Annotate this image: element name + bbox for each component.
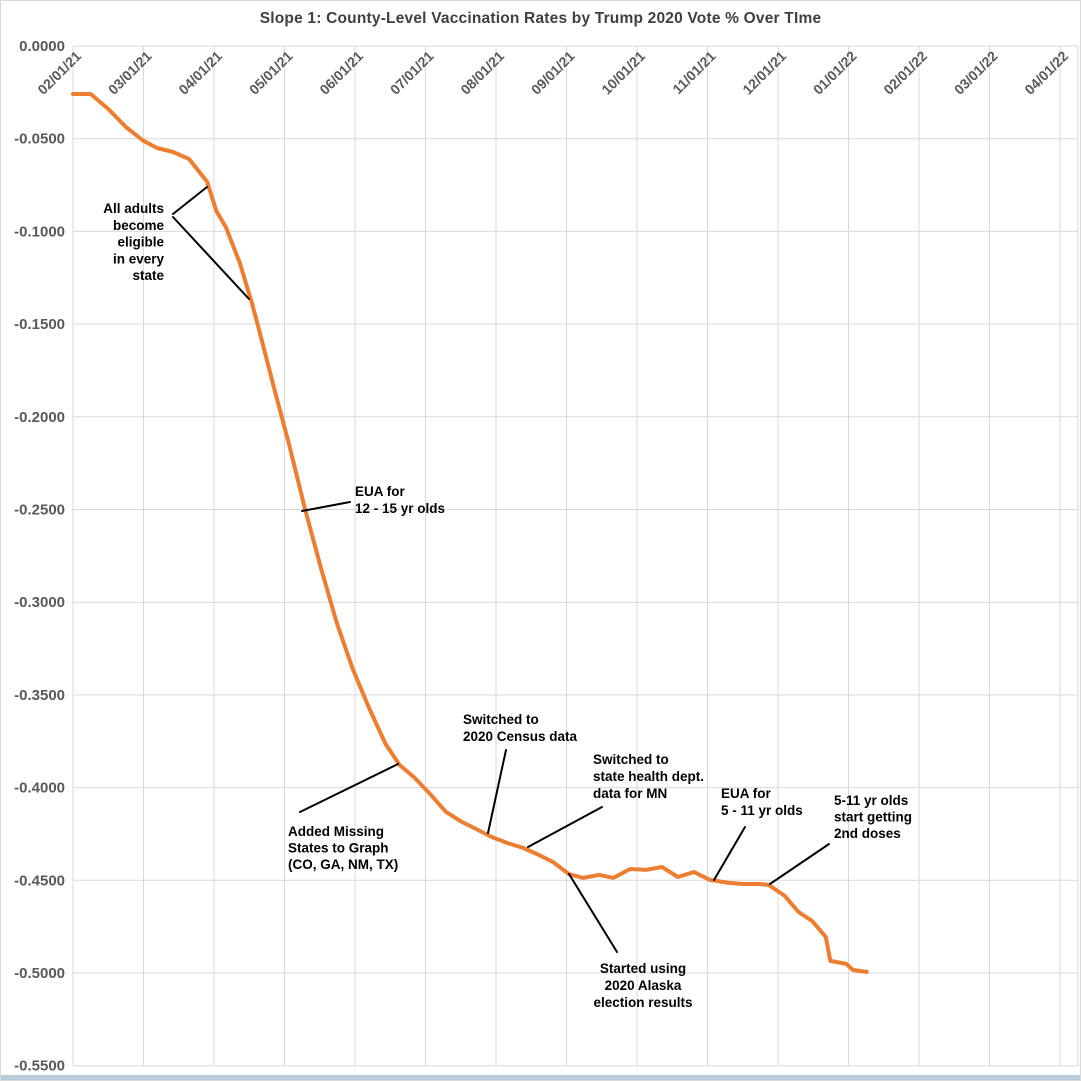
annotation-leader-line: [301, 501, 351, 512]
annotation-leader-line: [299, 763, 399, 813]
x-tick-label: 04/01/22: [1021, 48, 1071, 98]
annotation-text: 2nd doses: [834, 826, 901, 841]
x-tick-label: 02/01/22: [880, 48, 930, 98]
y-tick-label: -0.1500: [14, 316, 65, 333]
annotation-text: 5-11 yr olds: [834, 793, 908, 808]
annotation-text: 2020 Census data: [463, 729, 578, 744]
annotation-leader-line: [527, 806, 603, 848]
annotation-leader-line: [713, 826, 746, 881]
series-line: [71, 92, 869, 974]
x-tick-label: 11/01/21: [669, 48, 718, 97]
x-tick-label: 12/01/21: [739, 48, 789, 98]
annotation-text: (CO, GA, NM, TX): [288, 857, 398, 872]
x-tick-label: 03/01/21: [105, 48, 155, 98]
annotation-text: election results: [593, 995, 692, 1010]
y-tick-label: -0.1000: [14, 223, 65, 240]
window-bottom-strip: [1, 1075, 1080, 1080]
y-tick-label: -0.2500: [14, 502, 65, 519]
annotation-text: 5 - 11 yr olds: [721, 803, 803, 818]
y-tick-label: -0.5000: [14, 965, 65, 982]
annotation-leader-line: [487, 749, 507, 834]
annotation-leader-line: [172, 186, 208, 215]
x-tick-label: 01/01/22: [810, 48, 860, 98]
x-tick-label: 09/01/21: [528, 48, 578, 98]
y-tick-label: -0.4000: [14, 780, 65, 797]
annotation-text: data for MN: [593, 786, 667, 801]
x-tick-label: 07/01/21: [387, 48, 437, 98]
x-tick-label: 02/01/21: [34, 48, 84, 98]
annotation-text: Switched to: [463, 712, 539, 727]
annotation-text: 2020 Alaska: [605, 978, 682, 993]
x-tick-label: 08/01/21: [457, 48, 507, 98]
y-tick-label: -0.2000: [14, 409, 65, 426]
annotation-text: EUA for: [721, 786, 771, 801]
y-tick-label: -0.3000: [14, 594, 65, 611]
annotation-text: Added Missing: [288, 824, 384, 839]
annotation-text: state health dept.: [593, 769, 704, 784]
annotation-text: start getting: [834, 810, 912, 825]
annotation-text: Started using: [600, 961, 686, 976]
annotation-leader-line: [568, 873, 618, 953]
annotation-leader-line: [769, 843, 830, 885]
annotation-text: All adults: [103, 201, 164, 216]
annotation-text: state: [132, 268, 164, 283]
y-tick-label: -0.3500: [14, 687, 65, 704]
annotation-text: EUA for: [355, 484, 405, 499]
y-tick-label: -0.5500: [14, 1058, 65, 1075]
x-tick-label: 10/01/21: [598, 48, 648, 98]
x-tick-label: 06/01/21: [316, 48, 366, 98]
annotation-text: become: [113, 218, 165, 233]
annotation-text: 12 - 15 yr olds: [355, 501, 445, 516]
annotation-text: in every: [113, 251, 165, 266]
annotation-leader-line: [172, 216, 250, 300]
annotation-text: eligible: [117, 235, 164, 250]
y-tick-label: 0.0000: [19, 38, 65, 55]
x-tick-label: 04/01/21: [175, 48, 225, 98]
annotation-text: States to Graph: [288, 841, 389, 856]
y-tick-label: -0.4500: [14, 872, 65, 889]
x-tick-label: 03/01/22: [951, 48, 1001, 98]
chart-title: Slope 1: County-Level Vaccination Rates …: [259, 10, 822, 27]
y-tick-label: -0.0500: [14, 131, 65, 148]
annotation-text: Switched to: [593, 752, 669, 767]
x-tick-label: 05/01/21: [246, 48, 296, 98]
